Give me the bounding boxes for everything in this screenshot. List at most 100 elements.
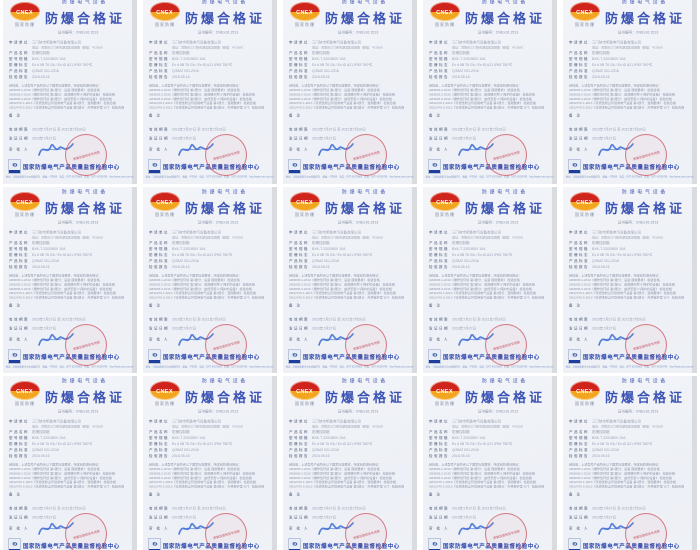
certificate-number-label: 证书编号： [197, 409, 216, 414]
certificate-thumbnail[interactable]: 防爆电气设备 CNEX 国家防爆 防爆合格证 证书编号：CNEx16.1513 … [420, 0, 560, 193]
cnex-logo-text: CNEX [16, 8, 34, 15]
certificate-thumbnail[interactable]: 防爆电气设备 CNEX 国家防爆 防爆合格证 证书编号：CNEx16.1513 … [420, 184, 560, 383]
certificate-number-value: CNEx16.1513 [355, 30, 379, 35]
certificate-thumbnail[interactable]: 防爆电气设备 CNEX 国家防爆 防爆合格证 证书编号：CNEx16.1513 … [140, 0, 280, 193]
statement-line: GB12476.1-2013《可燃性粉尘环境用电气设备 第1部分：通用要求》 检… [289, 292, 396, 296]
statement-line: GB12476.1-2013《可燃性粉尘环境用电气设备 第1部分：通用要求》 检… [569, 102, 676, 106]
field-value: Ex d ⅡB T6 Gb / Ex tD A21 IP65 T80℃ [32, 442, 93, 447]
field-list: 申请单位 三门峡市明珠电气设备有限公司 地址：河南省三门峡市湖滨区向阳路（邮编：4… [289, 40, 414, 81]
certificate-thumbnail[interactable]: 防爆电气设备 CNEX 国家防爆 防爆合格证 证书编号：CNEx16.1513 … [140, 373, 280, 550]
field-label: 产品名称 [289, 51, 309, 56]
validity-value: 2016年7月27日 至 2021年7月26日 [32, 128, 86, 132]
field-value: Q/SMZ 001-2016 [312, 448, 339, 453]
field-row-report: 检验报告 2016.05.16 [9, 265, 134, 271]
approver-label: 审 批 人 [149, 148, 169, 152]
certificate-scan: 防爆电气设备 CNEX 国家防爆 防爆合格证 证书编号：CNEx16.1513 … [563, 0, 697, 190]
field-row-applicant: 申请单位 三门峡市明珠电气设备有限公司 [289, 230, 414, 236]
field-row-standard: 产品标准 Q/SMZ 001-2016 [569, 259, 694, 265]
certificate-title: 防爆合格证 [324, 390, 405, 405]
field-value: BXK-T 220/380V 10A [172, 57, 206, 62]
validity-row: 有效期限 2016年7月27日 至 2021年7月26日 [569, 127, 694, 132]
field-label: 产品名称 [569, 241, 589, 246]
statement-line: GB12476.5-2013《可燃性粉尘环境用电气设备 第5部分：外壳保护型“t… [289, 106, 405, 110]
field-row-product-name: 产品名称 防爆控制箱 [149, 51, 274, 57]
standards-statement: 经检验，上述型号产品符合以下国家标准要求，特发给防爆合格证： GB3836.1-… [149, 84, 268, 110]
field-row-ex-marking: 防爆标志 Ex d ⅡB T6 Gb / Ex tD A21 IP65 T80℃ [569, 253, 694, 259]
field-value: Ex d ⅡB T6 Gb / Ex tD A21 IP65 T80℃ [592, 63, 653, 68]
statement-line: GB3836.2-2010《爆炸性环境 第2部分：由隔爆外壳“d”保护的设备》 … [9, 283, 115, 287]
ex-mark-icon: Ex [568, 348, 581, 364]
field-label: 申请单位 [569, 231, 589, 235]
certificate-number-value: CNEx16.1513 [635, 30, 659, 35]
certificate-thumbnail[interactable]: 防爆电气设备 CNEX 国家防爆 防爆合格证 证书编号：CNEx16.1513 … [140, 184, 280, 383]
signature-icon [598, 143, 634, 156]
certificate-thumbnail[interactable]: 防爆电气设备 CNEX 国家防爆 防爆合格证 证书编号：CNEx16.1513 … [280, 184, 420, 383]
cnex-logo-icon: CNEX [10, 2, 40, 21]
ex-mark-icon: Ex [8, 158, 21, 174]
certificate-thumbnail[interactable]: 防爆电气设备 CNEX 国家防爆 防爆合格证 证书编号：CNEx16.1513 … [0, 373, 140, 550]
issue-date-label: 发证日期 [289, 137, 309, 141]
approver-label: 审 批 人 [9, 338, 29, 342]
statement-line: GB12476.5-2013《可燃性粉尘环境用电气设备 第5部分：外壳保护型“t… [569, 485, 685, 489]
statement-line: GB3836.1-2010《爆炸性环境 第1部分：设备 通用要求》 检验合格 [569, 88, 660, 92]
field-label: 检验报告 [9, 75, 29, 80]
field-value-address: 地址：河南省三门峡市湖滨区向阳路（邮编：472000） [172, 236, 246, 240]
statement-line: GB3836.2-2010《爆炸性环境 第2部分：由隔爆外壳“d”保护的设备》 … [569, 93, 675, 97]
certificate-number-label: 证书编号： [617, 220, 636, 225]
certificate-number-value: CNEx16.1513 [215, 30, 239, 35]
field-label: 申请单位 [429, 41, 449, 45]
field-value-address: 地址：河南省三门峡市湖滨区向阳路（邮编：472000） [32, 236, 106, 240]
field-value: 2016.05.16 [592, 75, 610, 80]
statement-line: GB3836.3-2010《爆炸性环境 第3部分：由增安型“e”保护的设备》 检… [569, 287, 672, 291]
certificate-thumbnail[interactable]: 防爆电气设备 CNEX 国家防爆 防爆合格证 证书编号：CNEx16.1513 … [280, 373, 420, 550]
approver-label: 审 批 人 [9, 527, 29, 531]
certificate-title: 防爆合格证 [604, 201, 685, 216]
statement-line: GB3836.1-2010《爆炸性环境 第1部分：设备 通用要求》 检验合格 [149, 88, 240, 92]
certificate-thumbnail[interactable]: 防爆电气设备 CNEX 国家防爆 防爆合格证 证书编号：CNEx16.1513 … [560, 0, 700, 193]
issue-date-label: 发证日期 [9, 327, 29, 331]
statement-line: GB3836.3-2010《爆炸性环境 第3部分：由增安型“e”保护的设备》 检… [9, 287, 112, 291]
issue-date-label: 发证日期 [289, 516, 309, 520]
certificate-number-label: 证书编号： [337, 220, 356, 225]
certificate-thumbnail[interactable]: 防爆电气设备 CNEX 国家防爆 防爆合格证 证书编号：CNEx16.1513 … [560, 184, 700, 383]
cnex-logo-caption: 国家防爆 [435, 401, 455, 407]
validity-row: 有效期限 2016年7月27日 至 2021年7月26日 [9, 127, 134, 132]
certificate-number: 证书编号：CNEx16.1513 [593, 30, 683, 35]
signature-icon [318, 522, 354, 535]
field-label: 产品名称 [149, 51, 169, 56]
red-seal-stamp: 质量监督检验专用章 [485, 513, 527, 550]
statement-line: GB12476.5-2013《可燃性粉尘环境用电气设备 第5部分：外壳保护型“t… [429, 106, 545, 110]
validity-label: 有效期限 [9, 318, 29, 322]
certificate-thumbnail[interactable]: 防爆电气设备 CNEX 国家防爆 防爆合格证 证书编号：CNEx16.1513 … [0, 184, 140, 383]
certificate-title: 防爆合格证 [44, 390, 125, 405]
field-value: 2016.05.16 [592, 454, 610, 459]
ex-mark-icon: Ex [148, 158, 161, 174]
cnex-logo-caption: 国家防爆 [575, 212, 595, 218]
red-seal-stamp: 质量监督检验专用章 [205, 513, 247, 550]
field-row-report: 检验报告 2016.05.16 [149, 454, 274, 460]
contact-line: 地址：河南省南阳市中州西路83号 邮编：473008 电话：0377-63270… [145, 176, 274, 179]
red-seal-text: 质量监督检验专用章 [72, 528, 100, 540]
cnex-logo-caption: 国家防爆 [575, 401, 595, 407]
field-value: 2016.05.16 [32, 75, 50, 80]
contact-line: 地址：河南省南阳市中州西路83号 邮编：473008 电话：0377-63270… [285, 176, 414, 179]
contact-line: 地址：河南省南阳市中州西路83号 邮编：473008 电话：0377-63270… [5, 176, 134, 179]
issue-date-value: 2016年7月27日 [592, 327, 617, 331]
certificate-thumbnail[interactable]: 防爆电气设备 CNEX 国家防爆 防爆合格证 证书编号：CNEx16.1513 … [420, 373, 560, 550]
standards-statement: 经检验，上述型号产品符合以下国家标准要求，特发给防爆合格证： GB3836.1-… [149, 463, 268, 489]
issue-date-value: 2016年7月27日 [452, 327, 477, 331]
issue-date-row: 发证日期 2016年7月27日 [149, 326, 274, 331]
validity-row: 有效期限 2016年7月27日 至 2021年7月26日 [9, 506, 134, 511]
red-seal-text: 质量监督检验专用章 [352, 339, 380, 351]
issue-date-row: 发证日期 2016年7月27日 [289, 136, 414, 141]
validity-row: 有效期限 2016年7月27日 至 2021年7月26日 [149, 317, 274, 322]
certificate-thumbnail[interactable]: 防爆电气设备 CNEX 国家防爆 防爆合格证 证书编号：CNEx16.1513 … [560, 373, 700, 550]
field-row-product-name: 产品名称 防爆控制箱 [429, 430, 554, 436]
cnex-logo-icon: CNEX [150, 192, 180, 211]
field-label: 防爆标志 [149, 442, 169, 447]
remark-label: 备 注 [429, 114, 442, 118]
certificate-thumbnail[interactable]: 防爆电气设备 CNEX 国家防爆 防爆合格证 证书编号：CNEx16.1513 … [280, 0, 420, 193]
certificate-thumbnail[interactable]: 防爆电气设备 CNEX 国家防爆 防爆合格证 证书编号：CNEx16.1513 … [0, 0, 140, 193]
field-row-ex-marking: 防爆标志 Ex d ⅡB T6 Gb / Ex tD A21 IP65 T80℃ [429, 253, 554, 259]
ex-mark-letter: Ex [12, 352, 17, 357]
